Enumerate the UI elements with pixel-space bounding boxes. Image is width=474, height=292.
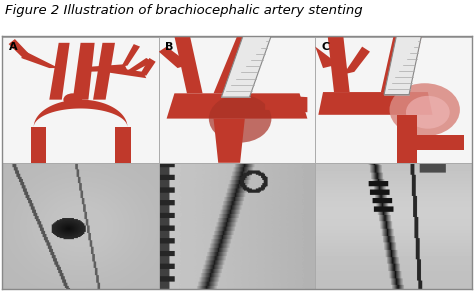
Polygon shape [93,43,115,100]
Polygon shape [128,58,153,72]
Polygon shape [49,43,70,100]
Polygon shape [140,58,155,76]
Polygon shape [159,47,190,68]
Polygon shape [213,36,268,93]
Polygon shape [384,35,421,95]
Ellipse shape [64,93,82,106]
Polygon shape [221,35,272,97]
Polygon shape [104,67,146,78]
Ellipse shape [390,83,460,136]
Polygon shape [213,119,245,163]
Ellipse shape [406,96,450,129]
Polygon shape [343,47,370,74]
Ellipse shape [209,95,272,142]
Polygon shape [21,52,59,68]
Polygon shape [84,64,128,72]
Polygon shape [30,127,46,163]
Polygon shape [167,93,307,119]
Polygon shape [397,115,417,163]
Polygon shape [328,36,350,92]
Polygon shape [315,47,338,68]
Polygon shape [9,39,30,59]
Text: B: B [165,41,173,52]
Polygon shape [381,36,421,92]
Polygon shape [174,36,202,93]
Polygon shape [121,44,140,67]
Polygon shape [319,92,432,115]
Polygon shape [417,135,464,150]
Text: Figure 2 Illustration of brachiocephalic artery stenting: Figure 2 Illustration of brachiocephalic… [5,4,362,18]
Polygon shape [73,43,95,100]
Polygon shape [34,100,128,127]
Polygon shape [265,95,307,112]
Polygon shape [115,127,131,163]
Text: C: C [321,41,329,52]
Text: A: A [9,41,17,52]
